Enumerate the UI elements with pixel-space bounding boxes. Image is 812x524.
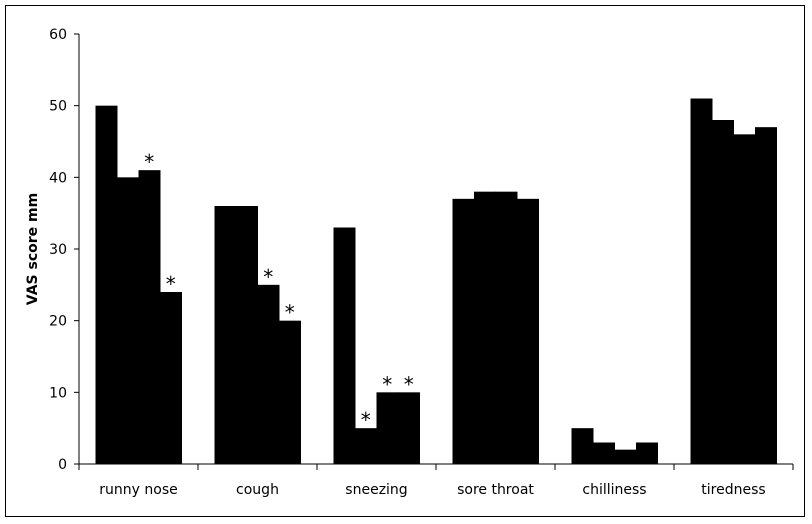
- bar: [452, 198, 475, 465]
- bar: [398, 392, 420, 464]
- bar: [214, 206, 237, 464]
- bar: [474, 191, 496, 464]
- significance-mark: *: [361, 408, 371, 432]
- significance-mark: *: [382, 372, 392, 396]
- significance-mark: *: [285, 301, 295, 325]
- x-category-label: tiredness: [701, 482, 765, 498]
- y-tick-label: 40: [49, 170, 67, 186]
- bars: [95, 98, 777, 465]
- x-category-label: chilliness: [582, 482, 646, 498]
- bar: [376, 392, 399, 464]
- y-tick-label: 50: [49, 99, 67, 115]
- bar: [690, 98, 713, 464]
- labels: 0 10 20 30 40 50 60 * * runny nose * * cough * * * sneez…: [49, 27, 766, 498]
- bar: [593, 442, 615, 464]
- bar: [495, 191, 518, 464]
- bar: [117, 177, 139, 465]
- bar: [236, 206, 258, 464]
- bar: [333, 227, 356, 464]
- y-tick-label: 0: [58, 457, 67, 473]
- y-tick-label: 60: [49, 27, 67, 43]
- bar: [571, 428, 594, 464]
- bar: [257, 284, 280, 464]
- bar: [733, 134, 756, 465]
- x-category-label: runny nose: [99, 482, 177, 498]
- x-category-label: sore throat: [457, 482, 534, 498]
- y-axis-title: VAS score mm: [25, 193, 41, 305]
- bar: [279, 320, 301, 464]
- significance-mark: *: [263, 265, 273, 289]
- bar: [160, 292, 182, 464]
- bar: [138, 170, 161, 464]
- y-tick-label: 30: [49, 242, 67, 258]
- bar: [712, 120, 734, 464]
- bar: [95, 105, 118, 465]
- bar: [517, 198, 539, 465]
- significance-mark: *: [404, 372, 414, 396]
- significance-mark: *: [144, 150, 154, 174]
- y-tick-label: 10: [49, 385, 67, 401]
- bar: [755, 127, 777, 465]
- x-category-label: cough: [236, 482, 279, 498]
- bar: [355, 428, 377, 464]
- y-tick-label: 20: [49, 314, 67, 330]
- bar: [614, 449, 637, 464]
- bar: [636, 442, 658, 464]
- x-category-label: sneezing: [345, 482, 407, 498]
- significance-mark: *: [166, 272, 176, 296]
- axes: [74, 33, 794, 470]
